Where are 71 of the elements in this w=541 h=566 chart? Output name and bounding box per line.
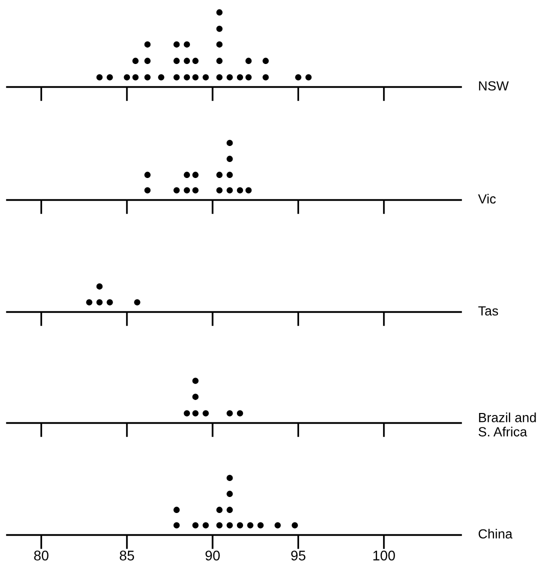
x-tick-label: 85 — [120, 550, 134, 560]
point — [245, 187, 252, 194]
point — [216, 172, 223, 178]
point — [174, 41, 180, 48]
x-tick-label: 80 — [34, 550, 48, 560]
x-tick-label: 90 — [206, 550, 220, 560]
point — [305, 74, 312, 80]
point — [132, 58, 139, 64]
point — [174, 74, 180, 80]
point — [202, 74, 209, 80]
point — [192, 522, 199, 528]
point — [292, 522, 298, 528]
point — [216, 74, 223, 80]
point — [192, 187, 199, 194]
point — [257, 522, 264, 528]
point — [96, 74, 103, 80]
point — [192, 74, 199, 80]
point — [216, 41, 223, 48]
point — [202, 522, 209, 528]
point — [174, 522, 180, 528]
point — [226, 74, 233, 80]
point — [174, 506, 180, 513]
x-axis-title: China — [478, 528, 512, 539]
x-axis-title: Tas — [478, 306, 498, 316]
point — [216, 9, 223, 16]
point — [226, 506, 233, 513]
point — [226, 187, 233, 194]
point — [226, 490, 233, 498]
point — [174, 187, 180, 194]
point — [245, 74, 252, 80]
point — [226, 140, 233, 146]
point — [184, 187, 190, 194]
point — [216, 522, 223, 528]
x-axis-title: Vic — [478, 194, 496, 204]
point — [216, 58, 223, 64]
point — [216, 506, 223, 513]
point — [226, 172, 233, 178]
point — [158, 74, 164, 80]
point — [144, 74, 151, 80]
point — [262, 74, 269, 80]
point — [274, 522, 281, 528]
point — [144, 41, 151, 48]
point — [132, 74, 139, 80]
point — [236, 187, 244, 194]
point — [226, 474, 233, 482]
point — [184, 74, 190, 80]
x-axis-title: Brazil and S. Africa — [478, 412, 536, 436]
point — [236, 74, 244, 80]
point — [144, 58, 151, 64]
point — [184, 58, 190, 64]
point — [184, 172, 190, 178]
point — [144, 187, 151, 194]
point — [124, 74, 130, 80]
point — [192, 58, 199, 64]
point — [295, 74, 302, 80]
point — [226, 522, 233, 528]
point — [184, 41, 190, 48]
point — [216, 187, 223, 194]
x-axis-title: NSW — [479, 81, 509, 91]
point — [262, 58, 269, 64]
point — [106, 74, 113, 80]
point — [174, 58, 180, 64]
point — [245, 58, 252, 64]
point — [144, 172, 151, 178]
point — [192, 172, 199, 178]
x-tick-label: 100 — [373, 550, 395, 560]
point — [247, 522, 254, 528]
point — [216, 26, 223, 32]
point — [226, 156, 233, 162]
x-tick-label: 95 — [291, 550, 306, 560]
point — [236, 522, 244, 528]
